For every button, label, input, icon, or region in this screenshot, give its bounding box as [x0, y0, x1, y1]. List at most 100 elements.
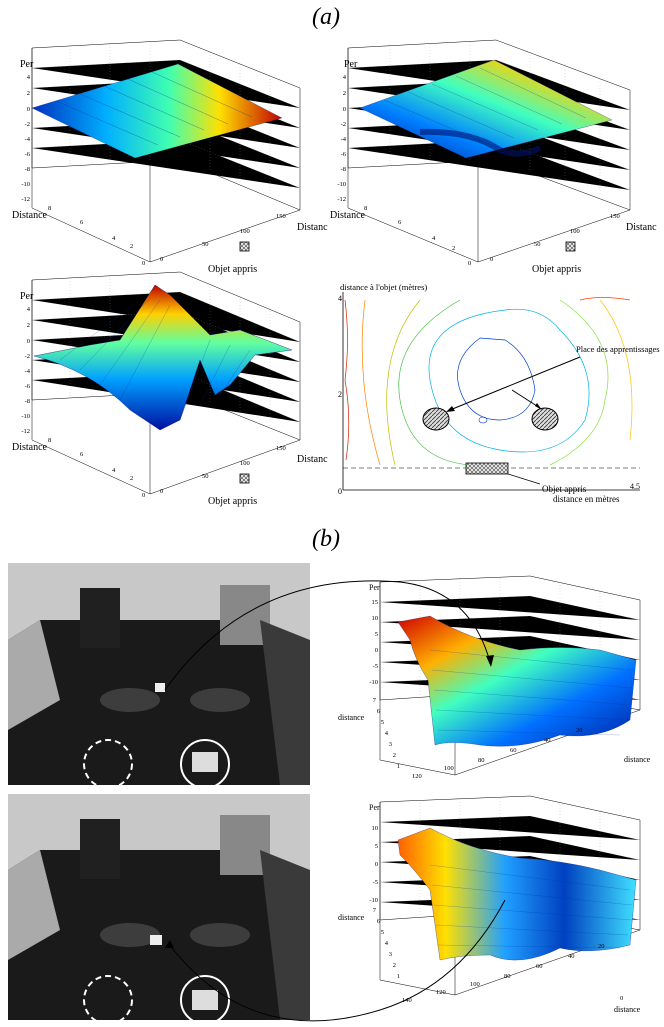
- svg-text:150: 150: [276, 213, 286, 220]
- svg-text:-4: -4: [25, 136, 31, 143]
- svg-text:-6: -6: [341, 151, 347, 158]
- svg-text:2: 2: [27, 90, 30, 97]
- a2-objet-label: Objet appris: [532, 264, 581, 275]
- svg-text:-2: -2: [25, 121, 30, 128]
- b2-distance-x-label: distance: [614, 1005, 641, 1014]
- learning-place-2-icon: [531, 407, 559, 431]
- svg-text:100: 100: [444, 765, 454, 772]
- connector-arc-top: [164, 580, 491, 691]
- svg-text:5: 5: [381, 929, 384, 936]
- svg-text:-12: -12: [21, 428, 30, 435]
- svg-text:0: 0: [375, 861, 378, 868]
- svg-text:-2: -2: [25, 353, 30, 360]
- panel-label-b: (b): [312, 526, 340, 552]
- svg-text:-10: -10: [21, 413, 30, 420]
- svg-text:80: 80: [478, 757, 485, 764]
- contour-annot-object: Objet appris: [542, 484, 587, 494]
- svg-text:0: 0: [160, 256, 163, 263]
- svg-text:-12: -12: [21, 196, 30, 203]
- a1-dist-ticks: 8 6 4 2 0: [48, 205, 145, 267]
- connector-arc-bottom: [167, 899, 506, 1022]
- a1-objet-label: Objet appris: [208, 264, 257, 275]
- a3-distance-trunc-label: Distanc: [297, 454, 328, 465]
- svg-text:-4: -4: [341, 136, 347, 143]
- svg-text:-6: -6: [25, 151, 31, 158]
- a1-distance-trunc-label: Distanc: [297, 222, 328, 233]
- svg-text:2: 2: [130, 243, 133, 250]
- svg-text:6: 6: [80, 451, 84, 458]
- svg-text:0: 0: [27, 106, 30, 113]
- a3-object-marker-icon: [239, 473, 250, 484]
- b1-per-label: Per: [369, 583, 380, 592]
- svg-text:6: 6: [398, 219, 402, 226]
- b1-x-ticks: 120 100 80 60 40 20: [412, 727, 583, 780]
- svg-text:100: 100: [240, 228, 250, 235]
- plot-a2: [347, 39, 631, 263]
- svg-text:60: 60: [510, 747, 517, 754]
- svg-text:40: 40: [544, 737, 551, 744]
- a3-objet-label: Objet appris: [208, 496, 257, 507]
- contour-y-top: 4: [338, 294, 342, 303]
- svg-text:4: 4: [432, 235, 436, 242]
- svg-text:3: 3: [389, 741, 392, 748]
- svg-text:-8: -8: [25, 166, 30, 173]
- photo-top: [8, 563, 310, 789]
- svg-text:4: 4: [112, 467, 116, 474]
- svg-text:-2: -2: [341, 121, 346, 128]
- photo-bottom: [8, 794, 310, 1025]
- a2-distance-trunc-label: Distanc: [626, 222, 657, 233]
- svg-text:15: 15: [372, 599, 379, 606]
- svg-text:120: 120: [412, 773, 422, 780]
- b2-per-label: Per: [369, 803, 380, 812]
- b2-distance-label: distance: [338, 913, 365, 922]
- b2-z-ticks: 10 5 0 -5 -10: [369, 825, 378, 904]
- svg-text:2: 2: [130, 475, 133, 482]
- svg-text:2: 2: [452, 245, 455, 252]
- svg-text:7: 7: [373, 697, 377, 704]
- svg-text:2: 2: [393, 752, 396, 759]
- b1-distance-label: distance: [338, 713, 365, 722]
- svg-text:140: 140: [402, 997, 412, 1004]
- svg-text:2: 2: [343, 90, 346, 97]
- a1-distance-label: Distance: [12, 210, 48, 221]
- a2-per-label: Per: [344, 59, 358, 70]
- contour-annot-learning: Place des apprentissages: [576, 344, 660, 354]
- svg-text:6: 6: [377, 708, 381, 715]
- svg-text:-8: -8: [341, 166, 346, 173]
- a2-object-marker-icon: [565, 241, 576, 252]
- a3-obj-ticks: 0 50 100 150: [160, 445, 286, 495]
- a3-z-ticks: 4 2 0 -2 -4 -6 -8 -10 -12: [21, 306, 30, 435]
- svg-text:50: 50: [534, 241, 541, 248]
- svg-text:0: 0: [490, 256, 493, 263]
- svg-text:6: 6: [80, 219, 84, 226]
- svg-text:7: 7: [373, 907, 377, 914]
- a2-z-ticks: 4 2 0 -2 -4 -6 -8 -10 -12: [337, 74, 346, 203]
- svg-text:2: 2: [27, 322, 30, 329]
- plot-a3: [31, 271, 301, 495]
- svg-text:-5: -5: [373, 879, 378, 886]
- contour-y-zero: 0: [338, 487, 342, 496]
- svg-text:4: 4: [343, 74, 347, 81]
- b1-z-ticks: 15 10 5 0 -5 -10: [369, 599, 378, 686]
- a1-object-marker-icon: [239, 241, 250, 252]
- a2-obj-ticks: 0 50 100 150: [490, 213, 620, 263]
- a2-dist-ticks: 8 6 4 2 0: [364, 205, 471, 267]
- svg-text:120: 120: [436, 989, 446, 996]
- svg-text:20: 20: [576, 727, 583, 734]
- a2-distance-label: Distance: [330, 210, 366, 221]
- contour-y-mid: 2: [338, 390, 342, 399]
- svg-text:0: 0: [142, 492, 145, 499]
- plot-a1: [31, 39, 301, 263]
- svg-text:0: 0: [620, 995, 623, 1002]
- svg-text:150: 150: [610, 213, 620, 220]
- svg-text:20: 20: [598, 943, 605, 950]
- svg-text:8: 8: [48, 437, 51, 444]
- svg-text:50: 50: [202, 473, 209, 480]
- svg-text:5: 5: [375, 631, 378, 638]
- learning-place-1-icon: [422, 407, 450, 431]
- svg-text:1: 1: [397, 763, 400, 770]
- svg-text:4: 4: [385, 940, 389, 947]
- plot-b2: [379, 795, 641, 996]
